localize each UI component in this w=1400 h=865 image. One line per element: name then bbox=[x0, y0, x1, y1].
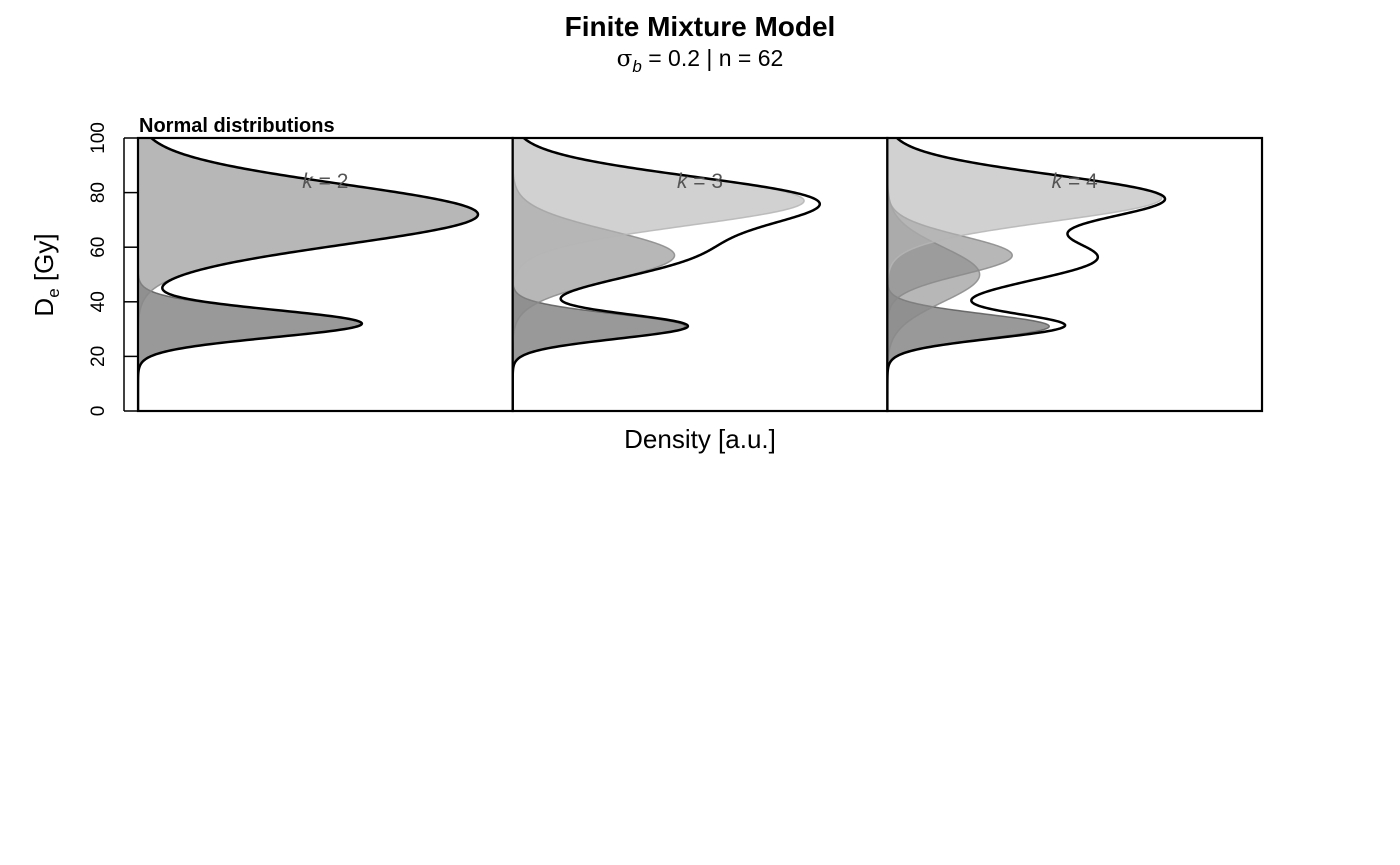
panel-k3: k = 3 bbox=[511, 136, 889, 413]
k-label-2: k = 2 bbox=[302, 170, 348, 193]
y-tick-label-0: 0 bbox=[88, 406, 109, 417]
sum-density-k2 bbox=[138, 138, 480, 411]
k-label-4: k = 4 bbox=[1052, 170, 1098, 193]
y-axis-title-main: D bbox=[29, 298, 59, 317]
panel-frame-k4 bbox=[886, 136, 1264, 413]
y-axis-title-subscript: e bbox=[44, 288, 63, 297]
sigma-subscript: b bbox=[632, 57, 641, 76]
chart-subtitle: σb = 0.2 | n = 62 bbox=[617, 45, 784, 76]
y-axis: 0 20 40 60 80 100 bbox=[88, 122, 138, 416]
panel-k4: k = 4 bbox=[886, 136, 1264, 413]
y-tick-label-40: 40 bbox=[88, 291, 109, 312]
y-tick-label-100: 100 bbox=[88, 122, 109, 154]
y-tick-label-20: 20 bbox=[88, 346, 109, 367]
density-panels: k = 2 k = 3 k = 4 bbox=[136, 136, 1264, 413]
y-axis-title: De [Gy] bbox=[29, 233, 63, 316]
panel-label: Normal distributions bbox=[139, 115, 335, 137]
panel-k2: k = 2 bbox=[136, 136, 514, 413]
subtitle-rest: = 0.2 | n = 62 bbox=[642, 45, 784, 71]
y-tick-label-80: 80 bbox=[88, 182, 109, 203]
chart-title: Finite Mixture Model bbox=[565, 11, 836, 42]
x-axis-title: Density [a.u.] bbox=[624, 424, 776, 454]
y-axis-title-rest: [Gy] bbox=[29, 233, 59, 288]
sigma-symbol: σ bbox=[617, 46, 633, 72]
y-tick-label-60: 60 bbox=[88, 237, 109, 258]
sum-density-k4 bbox=[887, 138, 1167, 411]
k-label-3: k = 3 bbox=[677, 170, 723, 193]
